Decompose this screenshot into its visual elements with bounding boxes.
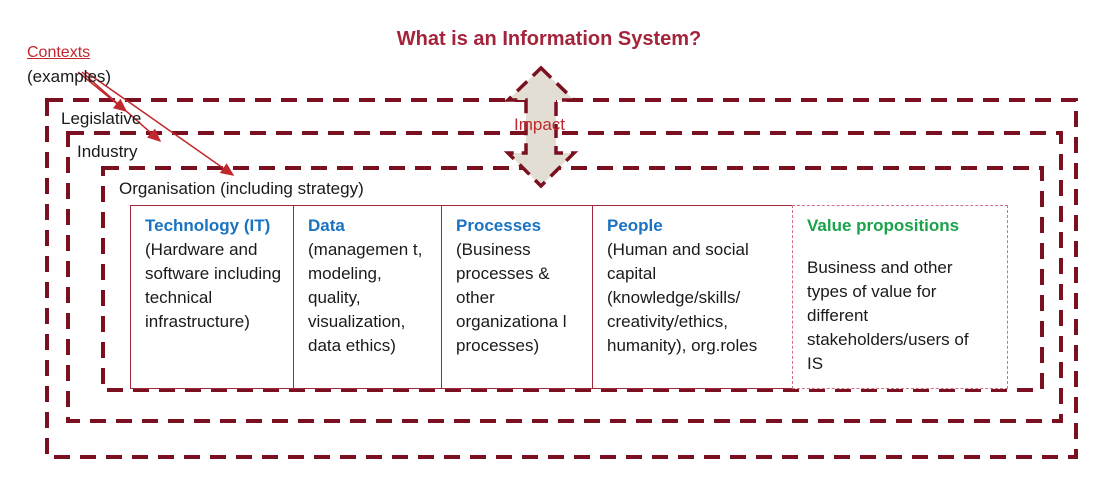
component-processes: Processes (Business processes & other or… — [441, 205, 593, 389]
context-arrow-industry — [81, 71, 162, 142]
component-data-body: (managemen t, modeling, quality, visuali… — [308, 240, 423, 355]
component-people-body: (Human and social capital (knowledge/ski… — [607, 240, 758, 355]
component-value-propositions-body: Business and other types of value for di… — [807, 258, 969, 373]
component-technology-body: (Hardware and software including technic… — [145, 240, 282, 331]
component-processes-head: Processes — [456, 216, 542, 235]
component-technology: Technology (IT) (Hardware and software i… — [130, 205, 294, 389]
organisation-label: Organisation (including strategy) — [119, 179, 364, 198]
page-title: What is an Information System? — [396, 28, 702, 50]
legislative-frame — [45, 98, 1078, 459]
impact-double-arrow — [503, 65, 579, 189]
component-value-propositions-head: Value propositions — [807, 216, 960, 235]
component-data-head: Data — [308, 216, 345, 235]
contexts-text: Contexts — [27, 44, 91, 61]
component-people-head: People — [607, 216, 663, 235]
industry-label: Industry — [77, 142, 138, 161]
component-technology-head: Technology (IT) — [145, 216, 271, 235]
component-value-propositions: Value propositions Business and other ty… — [792, 205, 1008, 389]
organisation-frame — [101, 166, 1044, 392]
component-people: People (Human and social capital (knowle… — [592, 205, 793, 389]
legislative-label: Legislative — [61, 109, 142, 128]
contexts-label: Contexts — [27, 44, 90, 62]
industry-frame — [66, 131, 1063, 423]
impact-label: Impact — [514, 115, 566, 134]
context-arrow-organisation — [85, 71, 235, 176]
examples-label: (examples) — [27, 67, 112, 86]
component-data: Data (managemen t, modeling, quality, vi… — [293, 205, 442, 389]
component-processes-body: (Business processes & other organization… — [456, 240, 567, 355]
